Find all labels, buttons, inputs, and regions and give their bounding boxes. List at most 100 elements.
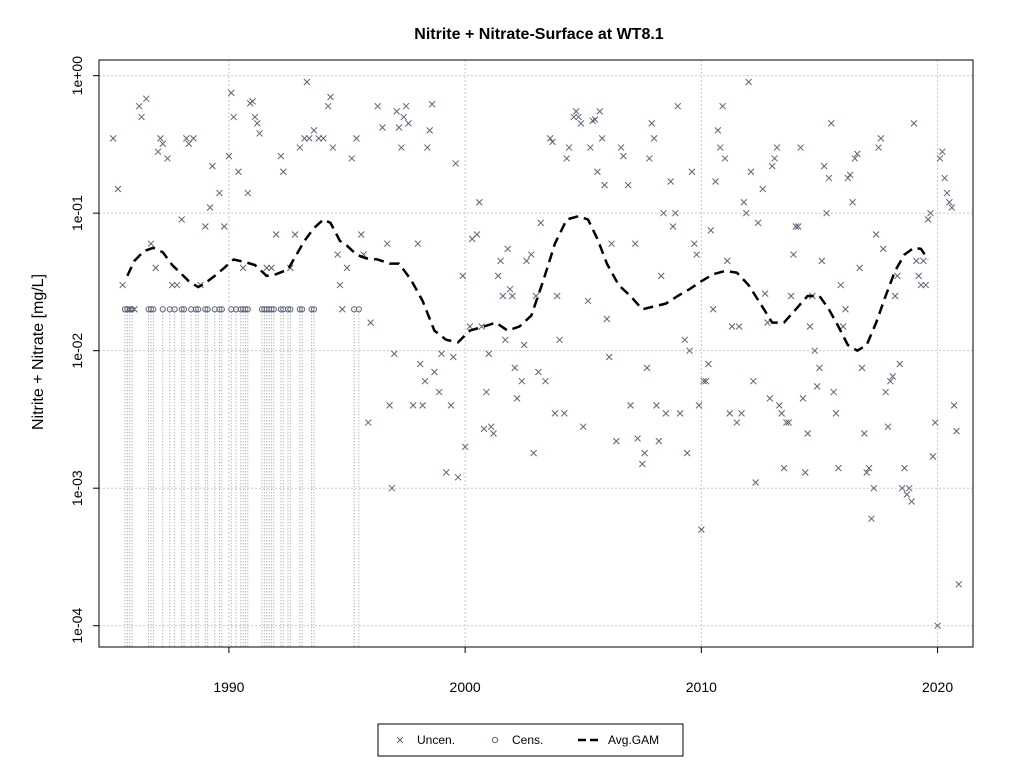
- data-point: [674, 102, 682, 110]
- data-point: [624, 181, 632, 189]
- data-point: [438, 350, 445, 358]
- legend-label: Uncen.: [417, 733, 455, 747]
- data-point: [657, 272, 665, 280]
- data-point: [740, 198, 748, 206]
- data-point: [669, 223, 677, 230]
- data-point: [830, 388, 837, 396]
- data-point: [903, 491, 911, 498]
- legend: Uncen. Cens. Avg.GAM: [377, 723, 684, 757]
- data-point: [509, 292, 516, 300]
- data-point: [483, 388, 490, 396]
- data-point: [823, 209, 830, 217]
- data-point: [738, 410, 745, 417]
- data-point: [395, 124, 403, 131]
- data-point: [780, 464, 788, 472]
- data-point: [251, 113, 259, 121]
- data-point: [190, 135, 197, 142]
- data-point: [825, 174, 833, 182]
- data-point: [882, 388, 889, 396]
- data-point: [886, 377, 894, 385]
- data-point: [513, 395, 521, 402]
- data-point: [147, 240, 155, 248]
- data-point: [792, 223, 800, 230]
- data-point: [398, 144, 405, 151]
- data-point: [601, 181, 608, 189]
- data-point: [735, 323, 743, 330]
- data-point: [709, 305, 717, 313]
- data-point: [660, 209, 667, 217]
- data-point: [764, 319, 771, 326]
- data-point: [598, 135, 606, 142]
- data-point: [863, 469, 871, 476]
- data-point: [530, 449, 537, 457]
- gam-line: [126, 214, 930, 352]
- data-point: [523, 257, 530, 265]
- data-point: [320, 135, 327, 142]
- data-point: [761, 290, 769, 297]
- censored-point: [244, 306, 251, 313]
- data-point: [771, 155, 778, 162]
- censored-point: [299, 306, 306, 313]
- data-point: [778, 410, 786, 417]
- data-point: [811, 347, 819, 355]
- chart-title: Nitrite + Nitrate-Surface at WT8.1: [414, 26, 664, 43]
- data-point: [426, 127, 434, 134]
- data-point: [551, 410, 559, 417]
- data-point: [461, 443, 469, 451]
- data-point: [754, 219, 762, 227]
- data-point: [520, 341, 528, 349]
- data-point: [813, 383, 821, 390]
- censored-point: [310, 306, 318, 313]
- x-tick-label: 2020: [922, 679, 953, 695]
- data-point: [827, 120, 835, 127]
- data-point: [324, 102, 332, 110]
- data-point: [714, 127, 722, 134]
- data-point: [393, 108, 400, 115]
- data-point: [818, 257, 826, 265]
- legend-item: Uncen.: [396, 733, 455, 747]
- data-point: [239, 264, 247, 272]
- data-point: [646, 155, 653, 162]
- data-point: [835, 464, 842, 472]
- data-point: [390, 350, 398, 358]
- x-tick-label: 1990: [213, 679, 244, 695]
- data-point: [449, 353, 457, 361]
- data-point: [943, 189, 951, 197]
- data-point: [697, 526, 705, 533]
- data-point: [631, 240, 639, 248]
- data-point: [915, 272, 923, 280]
- data-point: [596, 108, 604, 115]
- data-point: [749, 377, 757, 385]
- data-point: [454, 473, 462, 481]
- data-point: [934, 622, 941, 630]
- data-point: [839, 323, 847, 330]
- data-point: [499, 292, 507, 300]
- data-point: [334, 251, 341, 258]
- data-point: [119, 281, 126, 289]
- data-point: [402, 102, 410, 110]
- data-point: [894, 272, 901, 280]
- data-point: [249, 98, 256, 105]
- y-tick-label: 1e-01: [69, 195, 85, 231]
- data-point: [804, 430, 812, 437]
- data-point: [348, 155, 356, 162]
- data-point: [216, 189, 223, 197]
- data-point: [537, 219, 545, 227]
- data-point: [206, 204, 214, 211]
- data-point: [279, 168, 287, 176]
- data-point: [494, 272, 502, 280]
- data-point: [473, 231, 481, 238]
- data-point: [702, 377, 710, 385]
- data-point: [790, 251, 797, 258]
- data-point: [357, 231, 365, 238]
- data-point: [690, 240, 698, 248]
- data-point: [563, 155, 571, 162]
- data-point: [109, 135, 117, 142]
- legend-item: Cens.: [491, 733, 543, 747]
- data-point: [315, 135, 323, 142]
- data-point: [138, 113, 145, 121]
- data-point: [277, 152, 285, 160]
- data-point: [400, 113, 408, 121]
- data-point: [135, 102, 143, 110]
- data-point: [884, 423, 892, 431]
